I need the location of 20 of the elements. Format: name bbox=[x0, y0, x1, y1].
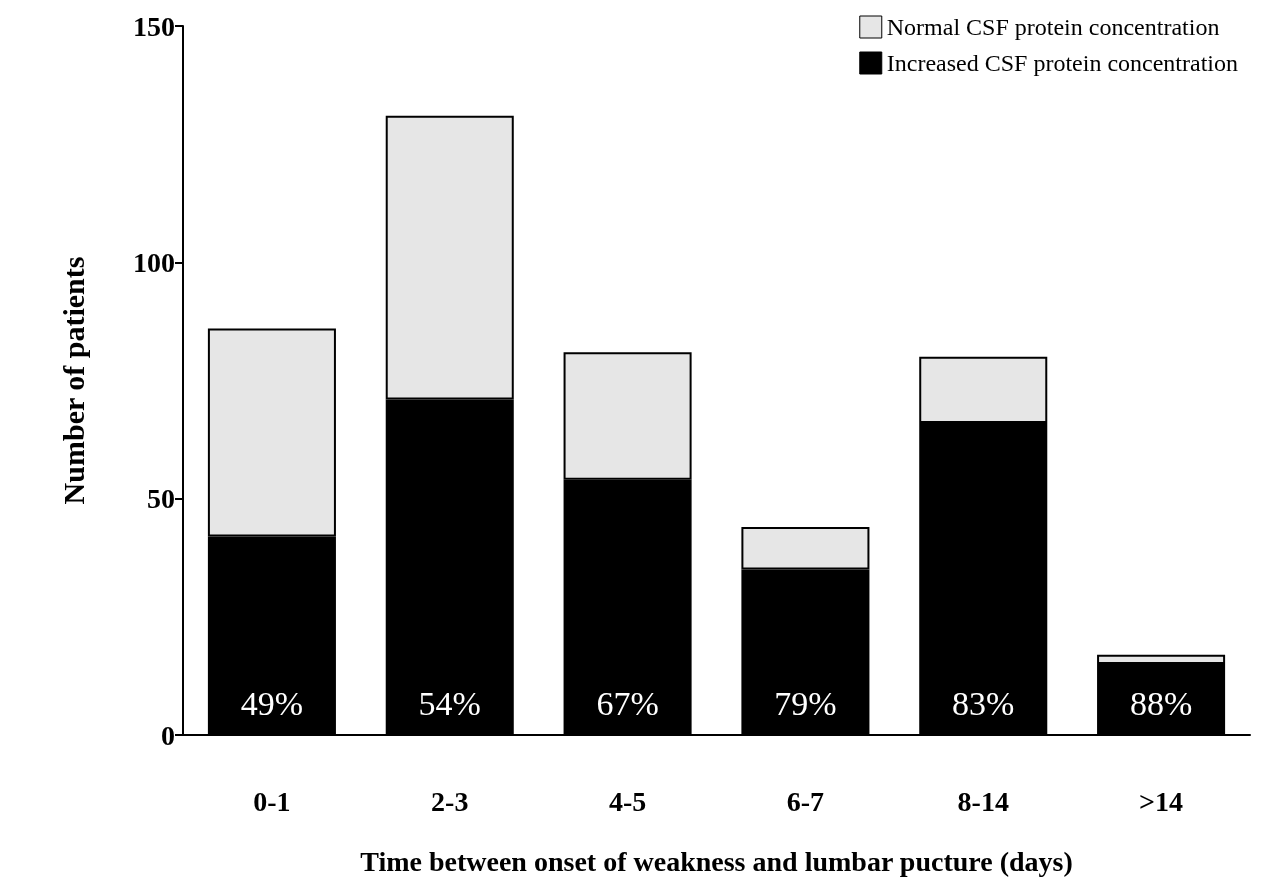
x-tick-label: 2-3 bbox=[431, 785, 469, 817]
y-tick-label: 150 bbox=[133, 10, 175, 42]
y-tick-label: 50 bbox=[147, 483, 175, 515]
x-tick-label: 4-5 bbox=[608, 785, 647, 817]
legend-label: Increased CSF protein concentration bbox=[886, 50, 1239, 76]
annotation: 88% bbox=[1129, 684, 1193, 722]
x-tick-label: 0-1 bbox=[253, 785, 291, 817]
y-tick-label: 100 bbox=[133, 246, 175, 278]
x-tick-label: 8-14 bbox=[957, 785, 1009, 817]
x-axis-title: Time between onset of weakness and lumbar pucture (days) bbox=[360, 845, 1073, 877]
annotation: 49% bbox=[240, 684, 304, 722]
y-axis-title: Number of patients bbox=[56, 256, 90, 505]
x-tick-label: 6-7 bbox=[786, 785, 825, 817]
y-tick-label: 0 bbox=[161, 719, 175, 751]
annotation: 67% bbox=[596, 684, 659, 722]
x-tick-label: >14 bbox=[1139, 785, 1184, 817]
annotation: 79% bbox=[774, 684, 837, 722]
annotation: 83% bbox=[952, 684, 1015, 722]
annotation: 54% bbox=[418, 684, 481, 722]
legend-label: Normal CSF protein concentration bbox=[886, 14, 1220, 40]
